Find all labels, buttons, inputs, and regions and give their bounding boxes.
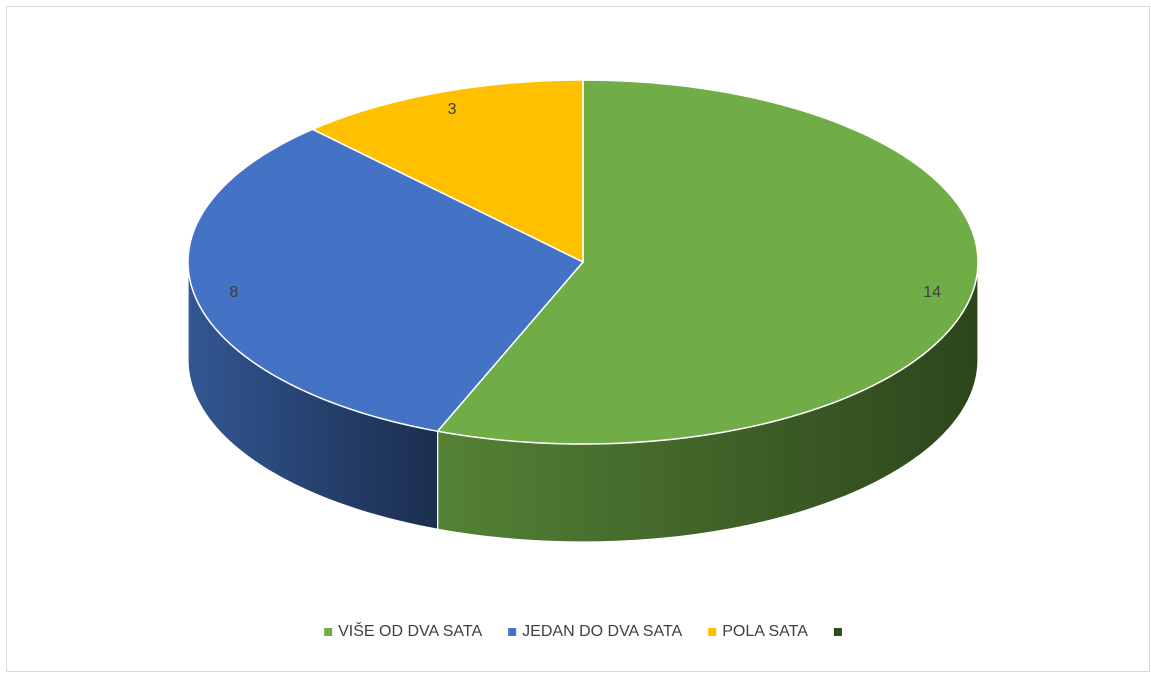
legend-label: POLA SATA	[722, 623, 808, 640]
legend-marker	[833, 628, 842, 636]
legend-marker	[324, 628, 333, 636]
slice	[310, 79, 584, 264]
legend-label: VIŠE OD DVA SATA	[338, 621, 482, 640]
slice	[187, 128, 585, 433]
data-label: 14	[923, 284, 941, 301]
data-label: 3	[448, 101, 457, 118]
data-label: 8	[229, 284, 238, 301]
legend-label: JEDAN DO DVA SATA	[522, 623, 682, 640]
legend-marker	[708, 628, 717, 636]
legend-marker	[508, 628, 517, 636]
slice	[436, 79, 979, 445]
